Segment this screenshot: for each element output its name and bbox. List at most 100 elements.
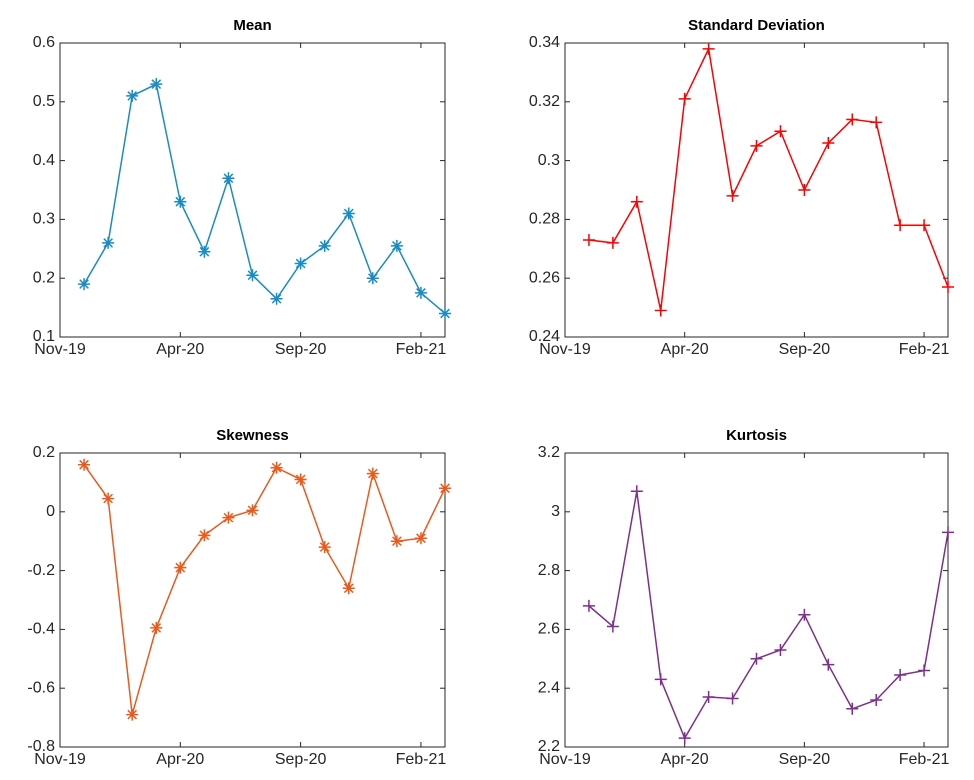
marker [270, 292, 283, 305]
y-tick-label: 0.6 [33, 34, 55, 51]
subplot: Mean 0.1 0.2 0.3 0.4 0.5 0.6 Nov-19 Apr-20 Sep-20… [33, 17, 451, 358]
y-tick-label: 2.8 [538, 562, 560, 579]
marker [294, 257, 307, 270]
x-tick-label: Feb-21 [396, 341, 447, 358]
y-tick-label: -0.6 [27, 679, 55, 696]
marker [726, 189, 739, 202]
y-tick-label: 0.28 [529, 211, 560, 228]
line [588, 46, 949, 311]
x-tick-label: Nov-19 [34, 751, 86, 768]
x-tick-label: Sep-20 [779, 751, 831, 768]
marker [870, 693, 883, 706]
y-tick-label: -0.2 [27, 562, 55, 579]
marker [798, 608, 811, 621]
axes-box [59, 42, 446, 338]
marker [414, 286, 427, 299]
subplot: Kurtosis 2.2 2.4 2.6 2.8 3 3.2 Nov-19 Apr-20 Sep-… [538, 427, 954, 768]
axes-box [564, 42, 949, 338]
y-tick-label: 0.2 [33, 444, 55, 461]
marker [366, 272, 379, 285]
marker [150, 621, 163, 634]
marker [918, 664, 931, 677]
axes-box [59, 452, 446, 748]
x-tick-label: Nov-19 [539, 341, 591, 358]
marker [78, 458, 91, 471]
marker [654, 304, 667, 317]
y-tick-label: 0 [46, 503, 55, 520]
subplot-title: Mean [233, 17, 271, 34]
y-tick-label: 3.2 [538, 444, 560, 461]
marker [246, 269, 259, 282]
marker [702, 42, 715, 55]
marker [678, 732, 691, 745]
y-tick-label: 0.34 [529, 34, 560, 51]
marker [630, 485, 643, 498]
marker [894, 219, 907, 232]
subplot-title: Skewness [216, 427, 289, 444]
marker [198, 245, 211, 258]
subplot: Standard Deviation 0.24 0.26 0.28 0.3 0.32 0.3… [529, 17, 954, 358]
marker [126, 708, 139, 721]
marker [414, 532, 427, 545]
marker [774, 125, 787, 138]
marker [318, 239, 331, 252]
marker [774, 643, 787, 656]
marker [318, 541, 331, 554]
y-tick-label: 2.2 [538, 738, 560, 755]
marker [174, 561, 187, 574]
y-tick-label: 0.26 [529, 269, 560, 286]
marker [78, 278, 91, 291]
x-tick-label: Apr-20 [156, 751, 204, 768]
marker [246, 504, 259, 517]
marker [894, 668, 907, 681]
subplot-title: Kurtosis [726, 427, 787, 444]
marker [102, 236, 115, 249]
x-tick-label: Nov-19 [539, 751, 591, 768]
marker [942, 281, 954, 294]
marker [150, 78, 163, 91]
y-tick-label: 0.1 [33, 328, 55, 345]
line [83, 464, 446, 715]
marker [846, 113, 859, 126]
marker [342, 207, 355, 220]
y-tick-label: 0.2 [33, 269, 55, 286]
y-tick-label: 0.3 [33, 211, 55, 228]
marker [439, 482, 451, 495]
y-tick-label: 0.24 [529, 328, 560, 345]
subplot: Skewness -0.8 -0.6 -0.4 -0.2 0 0.2 Nov-19 Apr-20… [27, 427, 451, 768]
marker [870, 116, 883, 129]
marker [654, 673, 667, 686]
y-tick-label: -0.8 [27, 738, 55, 755]
marker [390, 239, 403, 252]
marker [582, 233, 595, 246]
marker [126, 89, 139, 102]
y-tick-label: 0.5 [33, 93, 55, 110]
marker [198, 529, 211, 542]
x-tick-label: Nov-19 [34, 341, 86, 358]
marker [630, 195, 643, 208]
subplot-title: Standard Deviation [688, 17, 825, 34]
marker [918, 219, 931, 232]
marker [294, 473, 307, 486]
marker [798, 184, 811, 196]
y-tick-label: 0.32 [529, 93, 560, 110]
marker [702, 691, 715, 704]
y-tick-label: 0.3 [538, 152, 560, 169]
marker [942, 526, 954, 539]
line [588, 491, 949, 740]
marker [822, 136, 835, 149]
marker [270, 461, 283, 474]
x-tick-label: Sep-20 [275, 341, 327, 358]
marker [366, 467, 379, 480]
x-tick-label: Apr-20 [156, 341, 204, 358]
marker [750, 652, 763, 665]
marker [102, 492, 115, 505]
y-tick-label: 2.4 [538, 679, 560, 696]
marker [750, 139, 763, 152]
axes-box [564, 452, 949, 748]
y-tick-label: 3 [551, 503, 560, 520]
marker [822, 658, 835, 671]
x-tick-label: Apr-20 [661, 751, 709, 768]
marker [222, 172, 235, 185]
